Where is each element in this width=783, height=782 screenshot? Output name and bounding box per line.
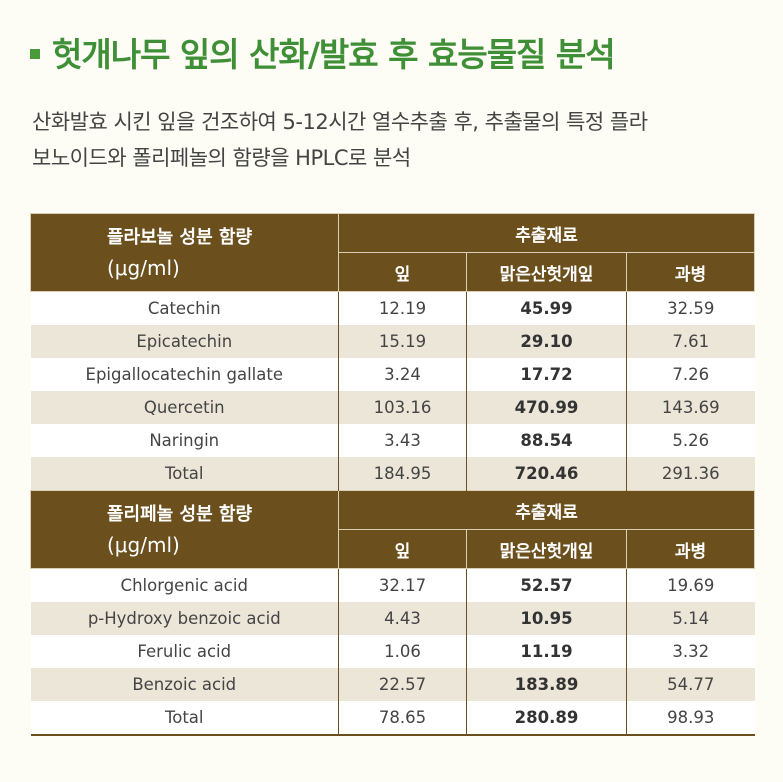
polyphenol-heading-cell: 폴리페놀 성분 함량 (μg/ml) [30, 490, 339, 569]
table-row: Naringin 3.43 88.54 5.26 [30, 424, 755, 457]
value-leaf: 4.43 [338, 602, 467, 635]
table-row: Quercetin 103.16 470.99 143.69 [30, 391, 755, 424]
total-row: Total 78.65 280.89 98.93 [30, 701, 755, 736]
polyphenol-unit: (μg/ml) [107, 532, 180, 557]
analysis-table: 플라보놀 성분 함량 (μg/ml) 추출재료 잎 맑은산헛개잎 과병 Cate… [30, 213, 755, 736]
row-name: Total [30, 457, 339, 491]
value-processed-leaf: 720.46 [466, 457, 627, 491]
value-fruit-stalk: 5.26 [626, 424, 755, 457]
flavonol-heading: 플라보놀 성분 함량 [107, 226, 253, 248]
value-leaf: 1.06 [338, 635, 467, 668]
row-name: Total [30, 701, 339, 736]
row-name: Benzoic acid [30, 668, 339, 701]
value-fruit-stalk: 54.77 [626, 668, 755, 701]
row-name: Chlorgenic acid [30, 568, 339, 602]
polyphenol-group-header: 추출재료 [338, 490, 755, 530]
value-leaf: 32.17 [338, 568, 467, 602]
value-processed-leaf: 470.99 [466, 391, 627, 424]
polyphenol-col-fruit-stalk: 과병 [626, 529, 755, 569]
total-row: Total 184.95 720.46 291.36 [30, 457, 755, 491]
table-row: Epigallocatechin gallate 3.24 17.72 7.26 [30, 358, 755, 391]
value-fruit-stalk: 7.61 [626, 325, 755, 358]
value-leaf: 3.43 [338, 424, 467, 457]
row-name: Epicatechin [30, 325, 339, 358]
value-fruit-stalk: 32.59 [626, 291, 755, 325]
table-row: Benzoic acid 22.57 183.89 54.77 [30, 668, 755, 701]
row-name: Quercetin [30, 391, 339, 424]
value-fruit-stalk: 98.93 [626, 701, 755, 736]
title-row: 헛개나무 잎의 산화/발효 후 효능물질 분석 [30, 28, 616, 76]
value-fruit-stalk: 19.69 [626, 568, 755, 602]
value-leaf: 103.16 [338, 391, 467, 424]
description-line-2: 보노이드와 폴리페놀의 함량을 HPLC로 분석 [32, 146, 411, 170]
table-row: Ferulic acid 1.06 11.19 3.32 [30, 635, 755, 668]
flavonol-heading-cell: 플라보놀 성분 함량 (μg/ml) [30, 213, 339, 292]
row-name: Catechin [30, 291, 339, 325]
value-fruit-stalk: 3.32 [626, 635, 755, 668]
value-leaf: 78.65 [338, 701, 467, 736]
value-leaf: 12.19 [338, 291, 467, 325]
flavonol-col-fruit-stalk: 과병 [626, 252, 755, 292]
table-row: Epicatechin 15.19 29.10 7.61 [30, 325, 755, 358]
value-processed-leaf: 280.89 [466, 701, 627, 736]
square-bullet-icon [30, 49, 40, 59]
row-name: Naringin [30, 424, 339, 457]
value-processed-leaf: 17.72 [466, 358, 627, 391]
value-fruit-stalk: 143.69 [626, 391, 755, 424]
description: 산화발효 시킨 잎을 건조하여 5-12시간 열수추출 후, 추출물의 특정 플… [32, 104, 772, 176]
value-leaf: 184.95 [338, 457, 467, 491]
value-processed-leaf: 183.89 [466, 668, 627, 701]
value-processed-leaf: 29.10 [466, 325, 627, 358]
value-fruit-stalk: 5.14 [626, 602, 755, 635]
value-fruit-stalk: 291.36 [626, 457, 755, 491]
page-title: 헛개나무 잎의 산화/발효 후 효능물질 분석 [52, 35, 616, 74]
polyphenol-col-processed-leaf: 맑은산헛개잎 [466, 529, 627, 569]
value-processed-leaf: 10.95 [466, 602, 627, 635]
flavonol-col-processed-leaf: 맑은산헛개잎 [466, 252, 627, 292]
value-processed-leaf: 88.54 [466, 424, 627, 457]
value-leaf: 3.24 [338, 358, 467, 391]
value-processed-leaf: 45.99 [466, 291, 627, 325]
flavonol-unit: (μg/ml) [107, 255, 180, 280]
row-name: Epigallocatechin gallate [30, 358, 339, 391]
value-processed-leaf: 52.57 [466, 568, 627, 602]
table-row: Chlorgenic acid 32.17 52.57 19.69 [30, 568, 755, 602]
flavonol-col-leaf: 잎 [338, 252, 467, 292]
polyphenol-heading: 폴리페놀 성분 함량 [107, 503, 253, 525]
polyphenol-col-leaf: 잎 [338, 529, 467, 569]
row-name: p-Hydroxy benzoic acid [30, 602, 339, 635]
value-processed-leaf: 11.19 [466, 635, 627, 668]
table-row: p-Hydroxy benzoic acid 4.43 10.95 5.14 [30, 602, 755, 635]
row-name: Ferulic acid [30, 635, 339, 668]
table-row: Catechin 12.19 45.99 32.59 [30, 291, 755, 325]
value-leaf: 15.19 [338, 325, 467, 358]
value-leaf: 22.57 [338, 668, 467, 701]
value-fruit-stalk: 7.26 [626, 358, 755, 391]
flavonol-group-header: 추출재료 [338, 213, 755, 253]
description-line-1: 산화발효 시킨 잎을 건조하여 5-12시간 열수추출 후, 추출물의 특정 플… [32, 110, 648, 134]
